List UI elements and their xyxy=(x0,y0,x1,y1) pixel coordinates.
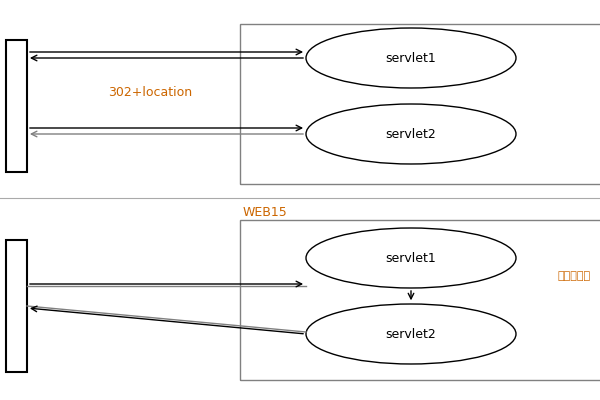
Bar xyxy=(6,40,27,172)
Bar xyxy=(240,24,600,184)
Text: servlet2: servlet2 xyxy=(386,128,436,140)
Bar xyxy=(240,220,600,380)
Text: servlet2: servlet2 xyxy=(386,328,436,340)
Text: 服务器内部: 服务器内部 xyxy=(558,271,591,281)
Text: WEB15: WEB15 xyxy=(243,206,288,219)
Text: 302+location: 302+location xyxy=(108,86,192,98)
Text: servlet1: servlet1 xyxy=(386,252,436,264)
Text: servlet1: servlet1 xyxy=(386,52,436,64)
Bar xyxy=(6,240,27,372)
